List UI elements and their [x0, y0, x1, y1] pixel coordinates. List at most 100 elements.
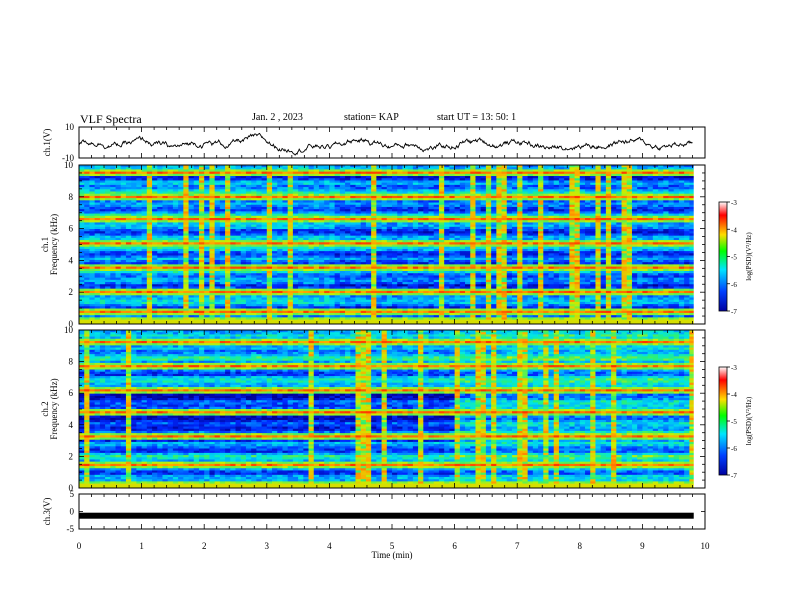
- spectrogram-cell: [313, 187, 320, 190]
- spectrogram-cell: [136, 206, 142, 210]
- spectrogram-cell: [527, 165, 534, 168]
- spectrogram-cell: [491, 178, 497, 181]
- spectrogram-cell: [235, 198, 242, 201]
- spectrogram-cell: [595, 198, 602, 201]
- spectrogram-cell: [371, 169, 377, 173]
- spectrogram-cell: [167, 211, 174, 214]
- spectrogram-cell: [412, 198, 419, 201]
- spectrogram-cell: [172, 211, 179, 214]
- spectrogram-cell: [428, 169, 435, 173]
- spectrogram-cell: [412, 204, 419, 208]
- spectrogram-cell: [454, 165, 461, 168]
- spectrogram-cell: [386, 173, 393, 177]
- spectrogram-cell: [616, 176, 622, 179]
- spectrogram-cell: [125, 195, 132, 199]
- spectrogram-cell: [318, 189, 325, 192]
- spectrogram-cell: [517, 167, 523, 170]
- spectrogram-cell: [204, 195, 210, 199]
- spectrogram-cell: [261, 206, 268, 210]
- spectrogram-cell: [308, 180, 315, 184]
- spectrogram-cell: [240, 176, 247, 179]
- spectrogram-cell: [79, 206, 85, 210]
- spectrogram-cell: [438, 202, 445, 206]
- spectrogram-cell: [110, 184, 116, 188]
- spectrogram-cell: [84, 165, 90, 168]
- spectrogram-cell: [240, 173, 247, 177]
- spectrogram-cell: [230, 209, 236, 212]
- spectrogram-cell: [235, 176, 242, 179]
- spectrogram-cell: [475, 173, 482, 177]
- spectrogram-cell: [428, 171, 435, 175]
- spectrogram-cell: [631, 206, 638, 210]
- spectrogram-cell: [225, 211, 231, 214]
- spectrogram-cell: [120, 200, 127, 203]
- spectrogram-cell: [99, 169, 106, 173]
- spectrogram-cell: [611, 173, 617, 177]
- spectrogram-cell: [350, 209, 356, 212]
- spectrogram-cell: [193, 202, 200, 206]
- spectrogram-cell: [235, 169, 242, 173]
- spectrogram-cell: [548, 204, 555, 208]
- spectrogram-cell: [418, 202, 424, 206]
- spectrogram-cell: [193, 180, 200, 184]
- spectrogram-cell: [647, 209, 654, 212]
- spectrogram-cell: [621, 193, 628, 197]
- spectrogram-cell: [574, 202, 581, 206]
- spectrogram-cell: [334, 198, 341, 201]
- spectrogram-cell: [418, 176, 424, 179]
- spectrogram-cell: [360, 211, 367, 214]
- spectrogram-cell: [522, 169, 529, 173]
- spectrogram-cell: [647, 182, 654, 186]
- spectrogram-cell: [532, 206, 539, 210]
- spectrogram-cell: [240, 171, 247, 175]
- spectrogram-cell: [506, 165, 513, 168]
- spectrogram-cell: [663, 167, 669, 170]
- spectrogram-cell: [89, 211, 96, 214]
- spectrogram-cell: [131, 202, 137, 206]
- spectrogram-cell: [465, 206, 471, 210]
- spectrogram-cell: [329, 195, 336, 199]
- spectrogram-cell: [272, 187, 278, 190]
- spectrogram-cell: [105, 195, 111, 199]
- spectrogram-cell: [522, 176, 529, 179]
- spectrogram-cell: [616, 184, 622, 188]
- spectrogram-cell: [600, 209, 607, 212]
- spectrogram-cell: [412, 167, 419, 170]
- spectrogram-cell: [438, 204, 445, 208]
- spectrogram-cell: [386, 184, 393, 188]
- spectrogram-cell: [522, 202, 529, 206]
- spectrogram-cell: [574, 165, 581, 168]
- spectrogram-cell: [611, 178, 617, 181]
- spectrogram-cell: [345, 198, 351, 201]
- spectrogram-cell: [642, 169, 649, 173]
- spectrogram-cell: [689, 204, 695, 208]
- spectrogram-cell: [256, 206, 262, 210]
- spectrogram-cell: [475, 209, 482, 212]
- spectrogram-cell: [475, 171, 482, 175]
- spectrogram-cell: [105, 198, 111, 201]
- spectrogram-cell: [621, 178, 628, 181]
- spectrogram-cell: [642, 167, 649, 170]
- spectrogram-cell: [438, 187, 445, 190]
- spectrogram-cell: [538, 176, 544, 179]
- spectrogram-cell: [668, 178, 675, 181]
- spectrogram-cell: [668, 191, 675, 195]
- spectrogram-cell: [386, 189, 393, 192]
- spectrogram-cell: [501, 180, 508, 184]
- spectrogram-cell: [678, 167, 685, 170]
- spectrogram-cell: [277, 189, 283, 192]
- spectrogram-cell: [193, 206, 200, 210]
- spectrogram-cell: [318, 167, 325, 170]
- spectrogram-cell: [251, 206, 257, 210]
- spectrogram-cell: [407, 187, 414, 190]
- spectrogram-cell: [350, 171, 356, 175]
- spectrogram-cell: [318, 184, 325, 188]
- spectrogram-cell: [162, 171, 169, 175]
- spectrogram-cell: [496, 209, 502, 212]
- spectrogram-cell: [433, 180, 440, 184]
- spectrogram-cell: [485, 189, 492, 192]
- spectrogram-cell: [261, 176, 268, 179]
- spectrogram-cell: [574, 173, 581, 177]
- spectrogram-cell: [214, 187, 221, 190]
- spectrogram-cell: [621, 182, 628, 186]
